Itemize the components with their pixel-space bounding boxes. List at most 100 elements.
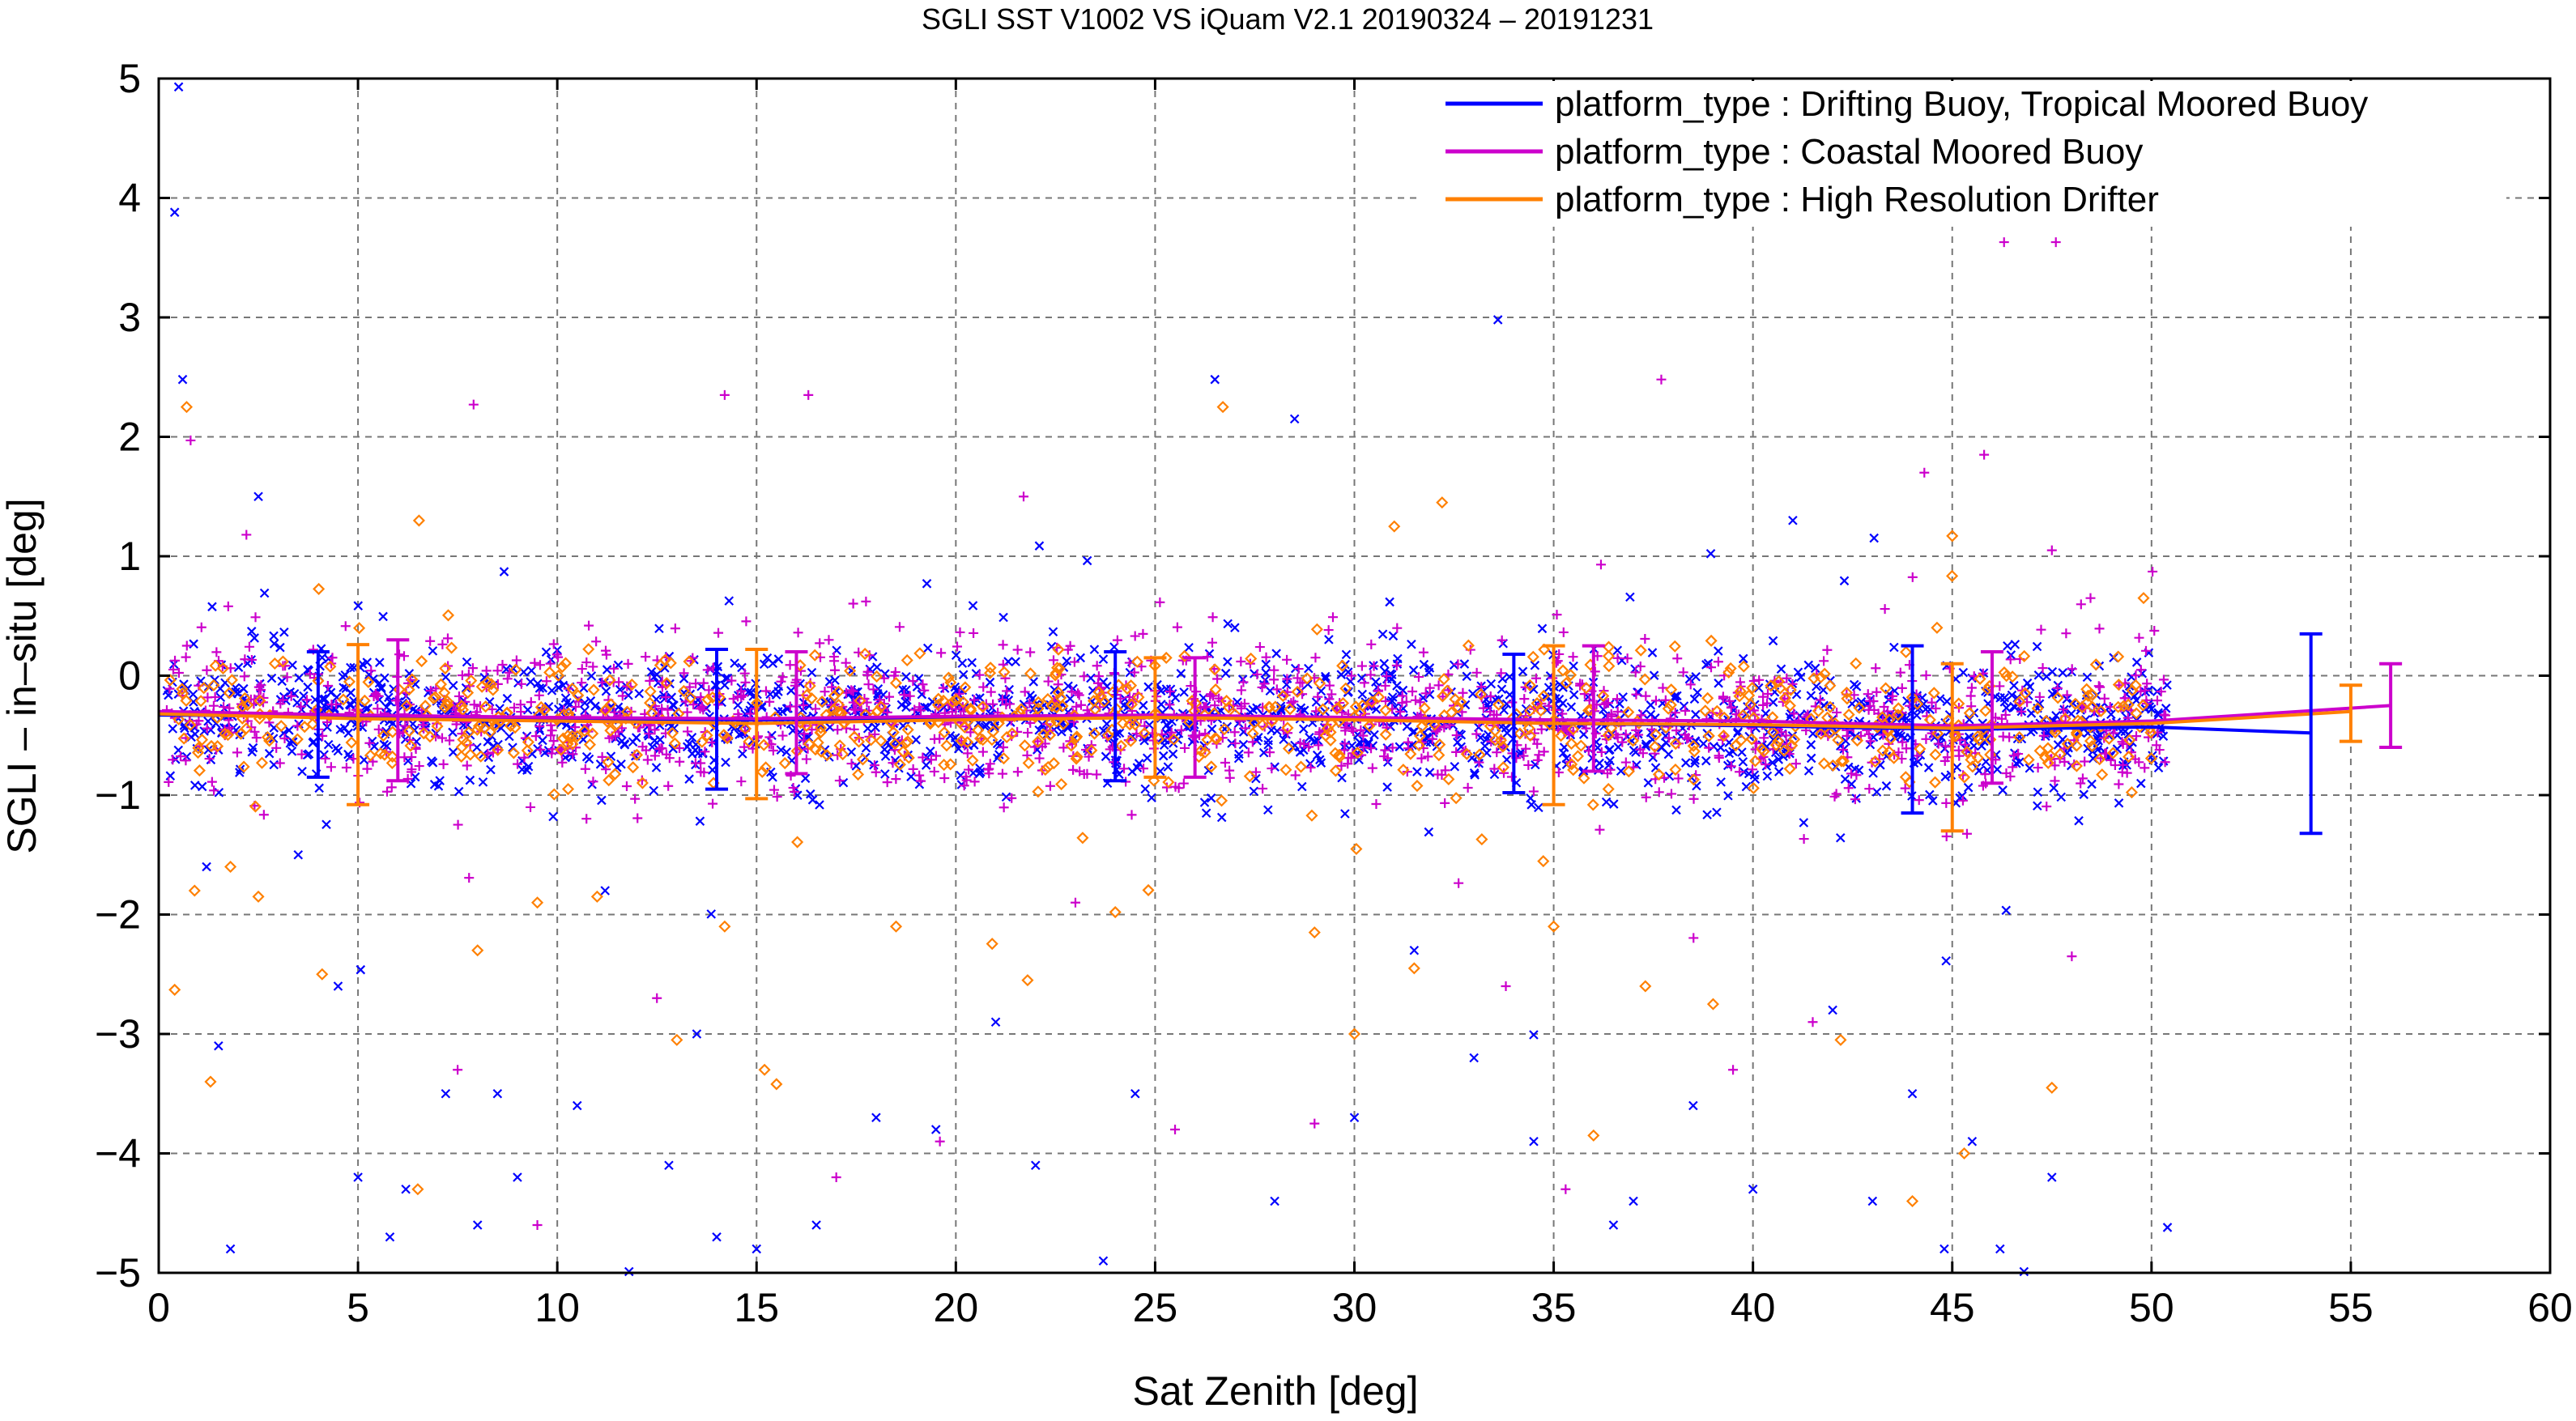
data-point xyxy=(1998,666,2011,679)
data-point xyxy=(287,747,297,756)
data-point xyxy=(2149,626,2160,636)
data-point xyxy=(1367,763,1377,773)
data-point xyxy=(2114,798,2124,808)
data-point xyxy=(266,673,277,683)
data-point xyxy=(960,772,971,782)
data-point xyxy=(435,776,445,785)
data-point xyxy=(913,647,926,660)
data-point xyxy=(1801,712,1812,722)
data-point xyxy=(333,981,343,991)
data-point xyxy=(1793,667,1803,678)
data-point xyxy=(786,686,796,696)
data-point xyxy=(1388,631,1399,641)
data-point xyxy=(1357,689,1368,700)
data-point xyxy=(255,756,269,769)
data-point xyxy=(706,909,717,919)
data-point xyxy=(1201,734,1214,747)
data-point xyxy=(1840,774,1850,785)
data-point xyxy=(275,642,285,653)
data-point xyxy=(2153,710,2164,720)
data-point xyxy=(1252,703,1262,713)
data-point xyxy=(1220,668,1231,679)
data-point xyxy=(554,683,564,692)
data-point xyxy=(2106,709,2116,720)
data-point xyxy=(1526,650,1539,663)
data-point xyxy=(2039,751,2052,764)
data-point xyxy=(1454,878,1464,888)
data-point xyxy=(1382,782,1392,792)
data-point xyxy=(1714,752,1724,763)
data-point xyxy=(2005,654,2016,665)
data-point xyxy=(1223,619,1233,629)
data-point xyxy=(644,696,657,709)
data-point xyxy=(1045,781,1055,791)
data-point xyxy=(1276,689,1289,703)
data-point xyxy=(1939,1244,1949,1254)
data-point xyxy=(834,776,845,786)
data-point xyxy=(1067,687,1077,697)
data-point xyxy=(1210,374,1220,385)
data-point xyxy=(1380,680,1390,691)
data-point xyxy=(356,964,366,975)
data-point xyxy=(2042,756,2054,769)
data-point xyxy=(1323,625,1334,636)
data-point xyxy=(1518,666,1528,677)
data-point xyxy=(1851,770,1862,781)
data-point xyxy=(164,776,174,787)
data-point xyxy=(1379,751,1390,762)
data-point xyxy=(1674,738,1684,749)
data-point xyxy=(922,643,933,653)
data-point xyxy=(1773,682,1786,695)
data-point xyxy=(1436,496,1449,509)
data-point xyxy=(1209,683,1222,696)
data-point xyxy=(2033,763,2043,773)
data-point xyxy=(712,1232,722,1242)
data-point xyxy=(1514,727,1526,740)
data-point xyxy=(1433,769,1443,780)
data-point xyxy=(1337,772,1347,783)
data-point xyxy=(1068,709,1081,722)
data-point xyxy=(603,674,616,687)
data-point xyxy=(1391,661,1402,671)
data-point xyxy=(901,723,914,736)
data-point xyxy=(837,747,849,761)
data-point xyxy=(1831,789,1842,799)
data-point xyxy=(541,647,551,657)
data-point xyxy=(1101,729,1115,742)
data-point xyxy=(1356,725,1366,735)
data-point xyxy=(1132,763,1143,772)
x-tick-label: 20 xyxy=(934,1285,979,1330)
data-point xyxy=(1138,727,1151,740)
data-point xyxy=(2095,682,2106,692)
data-point xyxy=(1746,682,1759,695)
data-point xyxy=(1608,1220,1619,1230)
data-point xyxy=(1907,572,1918,582)
data-point xyxy=(2070,739,2083,752)
data-point xyxy=(1220,758,1230,768)
data-point xyxy=(1979,704,1992,717)
data-point xyxy=(649,785,659,796)
data-point xyxy=(2140,685,2150,696)
data-point xyxy=(1537,623,1548,634)
data-point xyxy=(1691,709,1701,720)
data-point xyxy=(1554,649,1565,659)
data-point xyxy=(1208,663,1221,676)
data-point xyxy=(785,660,795,670)
data-point xyxy=(1931,727,1944,740)
data-point xyxy=(1270,1196,1279,1206)
data-point xyxy=(1024,667,1037,680)
data-point xyxy=(442,633,453,644)
data-point xyxy=(1245,652,1258,666)
data-point xyxy=(1199,746,1211,759)
data-point xyxy=(1637,708,1648,719)
data-point xyxy=(1205,691,1216,701)
data-point xyxy=(269,639,279,649)
data-point xyxy=(1940,741,1951,751)
x-tick-label: 10 xyxy=(534,1285,580,1330)
data-point xyxy=(696,691,706,702)
data-point xyxy=(1569,661,1578,671)
data-point xyxy=(478,777,488,787)
data-point xyxy=(2031,702,2044,715)
data-point xyxy=(642,755,653,765)
